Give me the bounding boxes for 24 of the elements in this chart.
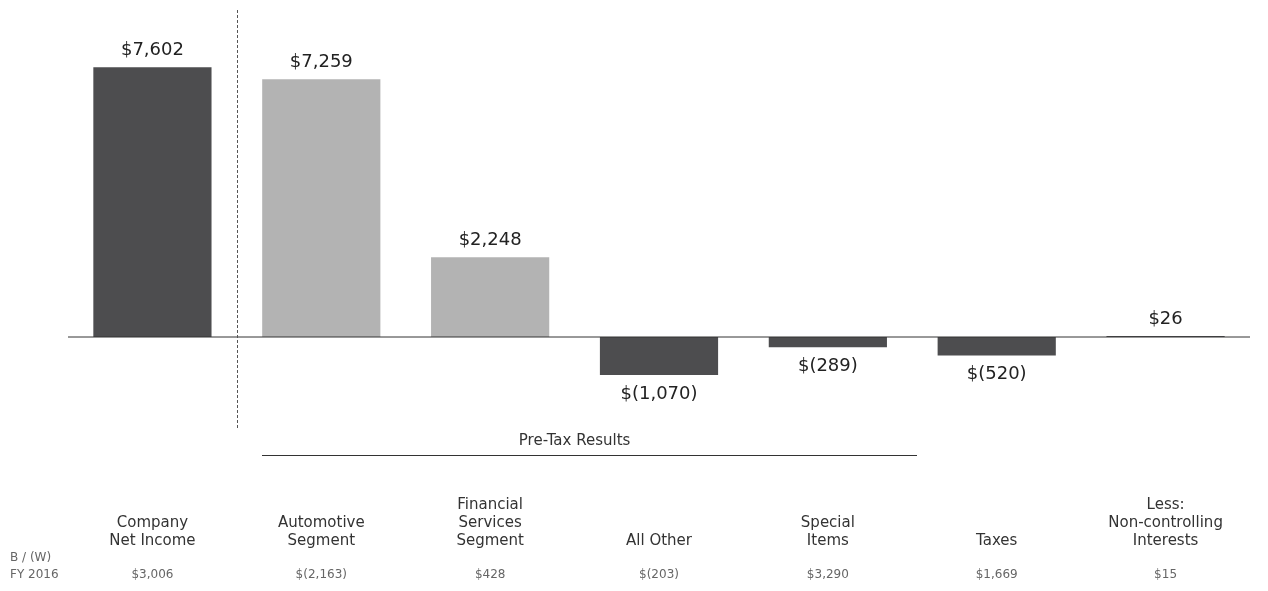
- text: Pre-Tax Results: [518, 431, 631, 449]
- x-tick-label: Automotive Segment: [277, 513, 365, 549]
- text: $15: [1154, 567, 1178, 581]
- text: $428: [474, 567, 506, 581]
- x-tick-label: Less: Non-controlling Interests: [1108, 495, 1223, 549]
- x-tick-label: All Other: [626, 531, 693, 549]
- data-label: $(289): [797, 353, 858, 375]
- x-tick-label: Special Items: [800, 513, 855, 549]
- text: FY 2016: [10, 567, 59, 581]
- x-tick-label: Financial Services Segment: [456, 495, 525, 549]
- text: $(203): [639, 567, 679, 581]
- x-tick-label: Taxes: [975, 531, 1018, 549]
- data-label: $2,248: [458, 227, 522, 249]
- text: $3,006: [131, 567, 174, 581]
- text: B / (W): [10, 550, 52, 564]
- data-label: $(1,070): [620, 381, 698, 403]
- text: $3,290: [806, 567, 849, 581]
- data-label: $7,259: [289, 49, 353, 71]
- x-tick-label: Company Net Income: [109, 513, 196, 549]
- data-label: $7,602: [120, 37, 184, 59]
- data-label: $26: [1148, 306, 1183, 328]
- text: $1,669: [975, 567, 1018, 581]
- text: $(2,163): [295, 567, 347, 581]
- data-label: $(520): [966, 362, 1027, 384]
